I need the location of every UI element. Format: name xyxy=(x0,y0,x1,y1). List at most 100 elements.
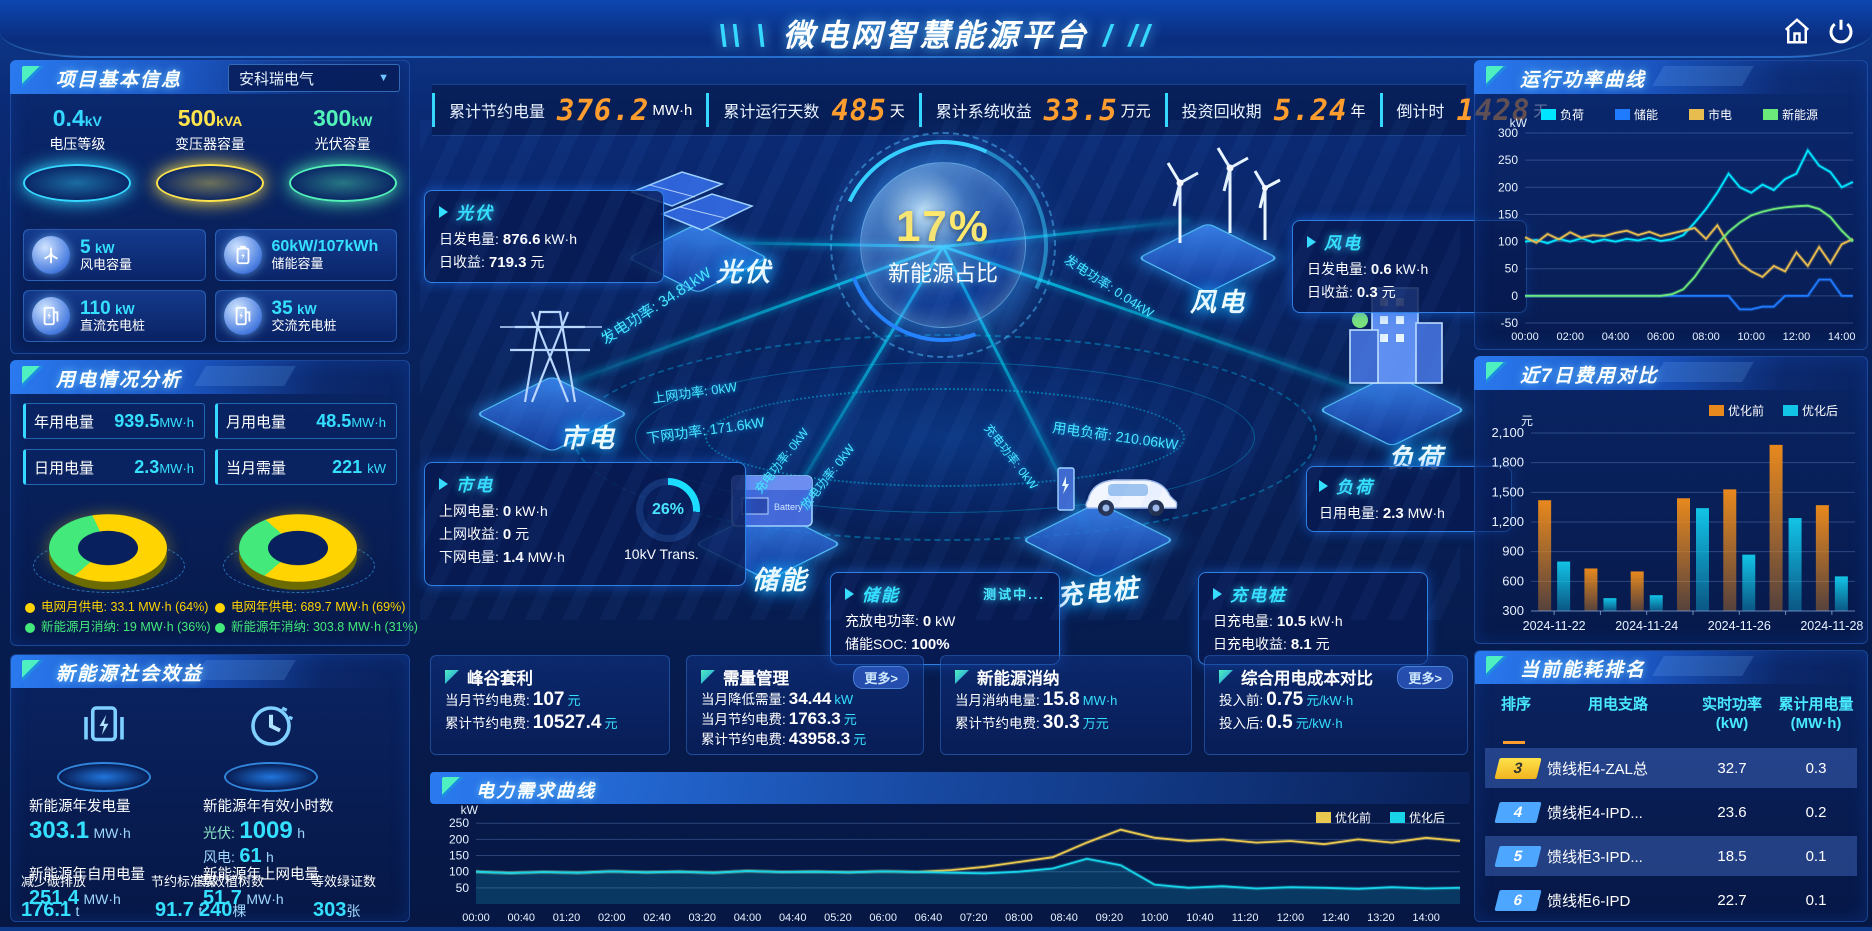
svg-text:09:20: 09:20 xyxy=(1096,912,1124,924)
svg-text:150: 150 xyxy=(449,849,469,863)
panel-header: 用电情况分析 xyxy=(10,360,410,394)
table-row[interactable]: 4 馈线柜4-IPD... 23.6 0.2 xyxy=(1485,792,1857,832)
cost-bars-chart: 300 600 900 1,200 1,500 1,800 2,100 元 2024-11-22… xyxy=(1479,397,1863,642)
panel-peak-valley: 峰谷套利 当月节约电费: 107 元 累计节约电费: 10527.4 元 xyxy=(430,655,670,755)
panel-title: 项目基本信息 xyxy=(56,70,183,91)
home-icon[interactable] xyxy=(1782,16,1812,46)
svg-text:03:20: 03:20 xyxy=(688,912,716,924)
stat-value: 376.2 xyxy=(557,93,650,127)
svg-text:元: 元 xyxy=(1521,414,1533,428)
svg-text:250: 250 xyxy=(1498,153,1518,167)
svg-text:2024-11-22: 2024-11-22 xyxy=(1523,619,1586,633)
sort-indicator xyxy=(1503,741,1525,744)
panel-corner-icon xyxy=(22,660,44,682)
svg-text:2,100: 2,100 xyxy=(1491,425,1524,440)
benefit-value: 176.1 t xyxy=(21,899,80,921)
benefit-value: 251.4 MW·h xyxy=(29,887,121,909)
stat-run-days: 累计运行天数 485 天 xyxy=(706,93,918,127)
svg-text:Battery: Battery xyxy=(774,502,803,512)
pedestal-stats: 0.4kV 电压等级 500kVA 变压器容量 300kW 光伏容量 xyxy=(11,105,409,202)
more-button[interactable]: 更多> xyxy=(1397,665,1453,689)
svg-text:负荷: 负荷 xyxy=(1560,108,1584,122)
stat-month-demand: 当月需量 221 kW xyxy=(215,449,397,485)
svg-text:1,200: 1,200 xyxy=(1491,514,1524,529)
pedestal-pv: 300kW 光伏容量 xyxy=(280,105,406,202)
benefit-value: 303张 xyxy=(313,899,361,921)
panel-energy-rank: 当前能耗排名 排序 用电支路 实时功率 (kW) 累计用电量 (MW·h) 3 馈线… xyxy=(1474,650,1868,922)
stat-unit: 天 xyxy=(889,102,905,120)
panel-corner-icon xyxy=(22,366,44,388)
benefit-value: 51.7 MW·h xyxy=(203,887,284,909)
table-row[interactable]: 3 馈线柜4-ZAL总 32.7 0.3 xyxy=(1485,748,1857,788)
charger-info-box: 充电桩 日充电量: 10.5 kW·h 日充电收益: 8.1 元 xyxy=(1198,572,1428,665)
usage-stats: 年用电量 939.5MW·h 月用电量 48.5MW·h 日用电量 2.3MW·h 当… xyxy=(23,403,397,485)
panel-header: 项目基本信息 安科瑞电气 ▼ xyxy=(10,60,410,94)
header-decor xyxy=(194,366,296,386)
power-icon[interactable] xyxy=(1826,16,1856,46)
legend-dot xyxy=(25,622,35,633)
benefit-pv-hours: 光伏: 1009 h xyxy=(203,817,305,844)
panel-corner-icon xyxy=(1486,66,1508,88)
title-decor-right: / // xyxy=(1103,18,1154,53)
benefit-label: 等效绿证数 xyxy=(311,874,377,889)
svg-text:150: 150 xyxy=(1498,207,1518,221)
header-decor xyxy=(1652,66,1754,86)
stat-unit: 万元 xyxy=(1120,102,1151,120)
more-button[interactable]: 更多> xyxy=(853,665,909,689)
benefit-value: 91.7 t xyxy=(155,899,203,921)
svg-text:01:20: 01:20 xyxy=(553,912,581,924)
svg-text:1,500: 1,500 xyxy=(1491,484,1524,499)
svg-text:08:00: 08:00 xyxy=(1692,331,1720,343)
grid-info-box: 市电 上网电量: 0 kW·h 上网收益: 0 元 下网电量: 1.4 MW·h xyxy=(424,462,746,586)
pedestal-glow xyxy=(288,164,397,202)
transformer-load-gauge: 26% xyxy=(636,478,700,542)
header-decor xyxy=(1652,656,1754,676)
company-select[interactable]: 安科瑞电气 ▼ xyxy=(228,64,400,92)
icon-glow xyxy=(224,762,318,792)
table-row[interactable]: 6 馈线柜6-IPD 22.7 0.1 xyxy=(1485,880,1857,914)
svg-text:00:00: 00:00 xyxy=(1511,331,1539,343)
svg-text:优化前: 优化前 xyxy=(1728,403,1764,418)
panel-title: 电力需求曲线 xyxy=(476,781,596,801)
hours-clock-icon xyxy=(196,699,346,792)
panel-header: 近7日费用对比 xyxy=(1474,356,1868,390)
kpi-value: 17% xyxy=(895,202,991,251)
svg-text:08:40: 08:40 xyxy=(1050,912,1078,924)
panel-green-benefit: 新能源社会效益 新能源年发电量 303.1 MW·h 新能源年有效小时数 光伏:… xyxy=(10,654,410,922)
summary-stats-bar: 累计节约电量 376.2 MW·h 累计运行天数 485 天 累计系统收益 33… xyxy=(432,84,1548,136)
svg-text:10:00: 10:00 xyxy=(1141,912,1169,924)
arrow-icon xyxy=(1307,235,1316,248)
generation-icon xyxy=(29,699,179,792)
wind-turbine-icon xyxy=(32,236,70,274)
node-label-pv: 光伏 xyxy=(716,257,773,287)
panel-header: 当前能耗排名 xyxy=(1475,651,1867,684)
pedestal-label: 变压器容量 xyxy=(174,136,245,152)
page-title: \\ \ 微电网智慧能源平台 / // xyxy=(718,18,1154,53)
panel-usage-analysis: 用电情况分析 年用电量 939.5MW·h 月用电量 48.5MW·h 日用电量 2.… xyxy=(10,360,418,646)
svg-text:00:40: 00:40 xyxy=(507,912,535,924)
table-row[interactable]: 5 馈线柜3-IPD... 18.5 0.1 xyxy=(1485,836,1857,876)
wind-turbines-icon xyxy=(1166,147,1281,243)
table-rows: 3 馈线柜4-ZAL总 32.7 0.3 4 馈线柜4-IPD... 23.6 … xyxy=(1485,748,1857,914)
transmission-tower-icon xyxy=(500,310,602,403)
donut-year-mix xyxy=(239,514,357,582)
pedestal-glow xyxy=(155,164,264,202)
panel-project-info: 项目基本信息 安科瑞电气 ▼ 0.4kV 电压等级 500kVA 变压器容量 3… xyxy=(10,60,410,354)
title-decor-left: \\ \ xyxy=(718,18,769,53)
panel-corner-icon xyxy=(22,66,44,88)
svg-text:优化后: 优化后 xyxy=(1802,404,1838,418)
panel-cost-compare: 综合用电成本对比 更多> 投入前: 0.75 元/kW·h 投入后: 0.5 元/kW·h xyxy=(1204,655,1468,755)
stat-label: 累计系统收益 xyxy=(935,104,1032,121)
box-title: 充电桩 xyxy=(1213,581,1413,606)
panel-header: 运行功率曲线 xyxy=(1474,60,1868,94)
card-wind-capacity: 5 kW 风电容量 xyxy=(23,229,206,281)
svg-text:02:00: 02:00 xyxy=(1556,331,1584,343)
stat-value: 5.24 xyxy=(1273,93,1348,127)
charger-icon xyxy=(32,297,70,335)
box-title: 储能 测试中... xyxy=(845,581,1045,606)
benefit-label: 新能源年发电量 xyxy=(29,799,131,815)
capacity-cards: 5 kW 风电容量 60kW/107kWh 储能容量 110 kW 直流充电桩 35 … xyxy=(23,229,397,342)
arrow-icon xyxy=(1213,587,1222,600)
mini-panel-header: 需量管理 更多> xyxy=(701,665,909,689)
svg-text:0: 0 xyxy=(1511,289,1518,303)
